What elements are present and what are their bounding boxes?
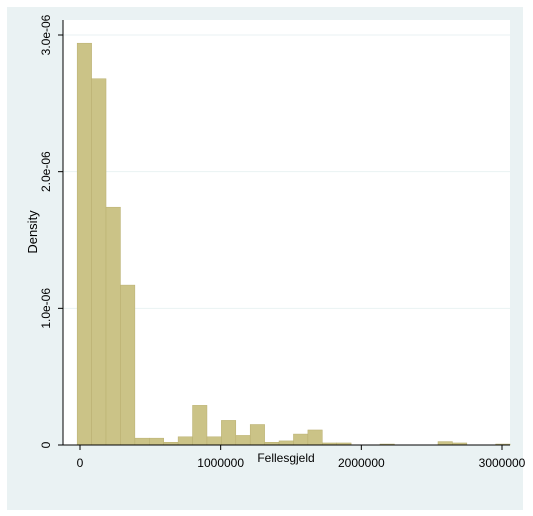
y-tick-label: 3.0e-06 <box>39 14 53 55</box>
y-ticks: 0 1.0e-06 2.0e-06 3.0e-06 <box>39 14 63 448</box>
histogram-bar <box>221 420 237 446</box>
y-tick-label: 2.0e-06 <box>39 151 53 192</box>
histogram-bar <box>278 440 294 446</box>
histogram-bar <box>149 437 164 446</box>
gridlines <box>63 34 510 309</box>
x-ticks: 0 1000000 2000000 3000000 <box>77 445 526 470</box>
histogram-bar <box>192 405 208 446</box>
x-tick-label: 3000000 <box>479 456 526 470</box>
y-tick-label: 0 <box>39 441 53 448</box>
histogram-bar <box>105 206 121 446</box>
histogram-bar <box>134 437 150 446</box>
x-axis-label: Fellesgjeld <box>257 451 314 465</box>
histogram-bar <box>76 42 92 446</box>
y-axis-label: Density <box>25 210 40 254</box>
axes-group <box>62 20 510 446</box>
histogram-bar <box>206 436 222 446</box>
histogram-bar <box>249 424 265 446</box>
histogram-bar <box>437 441 453 446</box>
histogram-bar <box>120 284 136 446</box>
x-tick-label: 1000000 <box>197 456 244 470</box>
y-tick-label: 1.0e-06 <box>39 288 53 329</box>
histogram-bar <box>307 429 323 446</box>
histogram-bar <box>177 436 193 446</box>
histogram-bar <box>293 433 309 446</box>
x-tick-label: 2000000 <box>338 456 385 470</box>
histogram-bar <box>91 78 107 446</box>
x-tick-label: 0 <box>77 456 84 470</box>
histogram-bar <box>235 435 251 446</box>
bars-group <box>76 42 511 446</box>
plot-area <box>63 20 510 445</box>
